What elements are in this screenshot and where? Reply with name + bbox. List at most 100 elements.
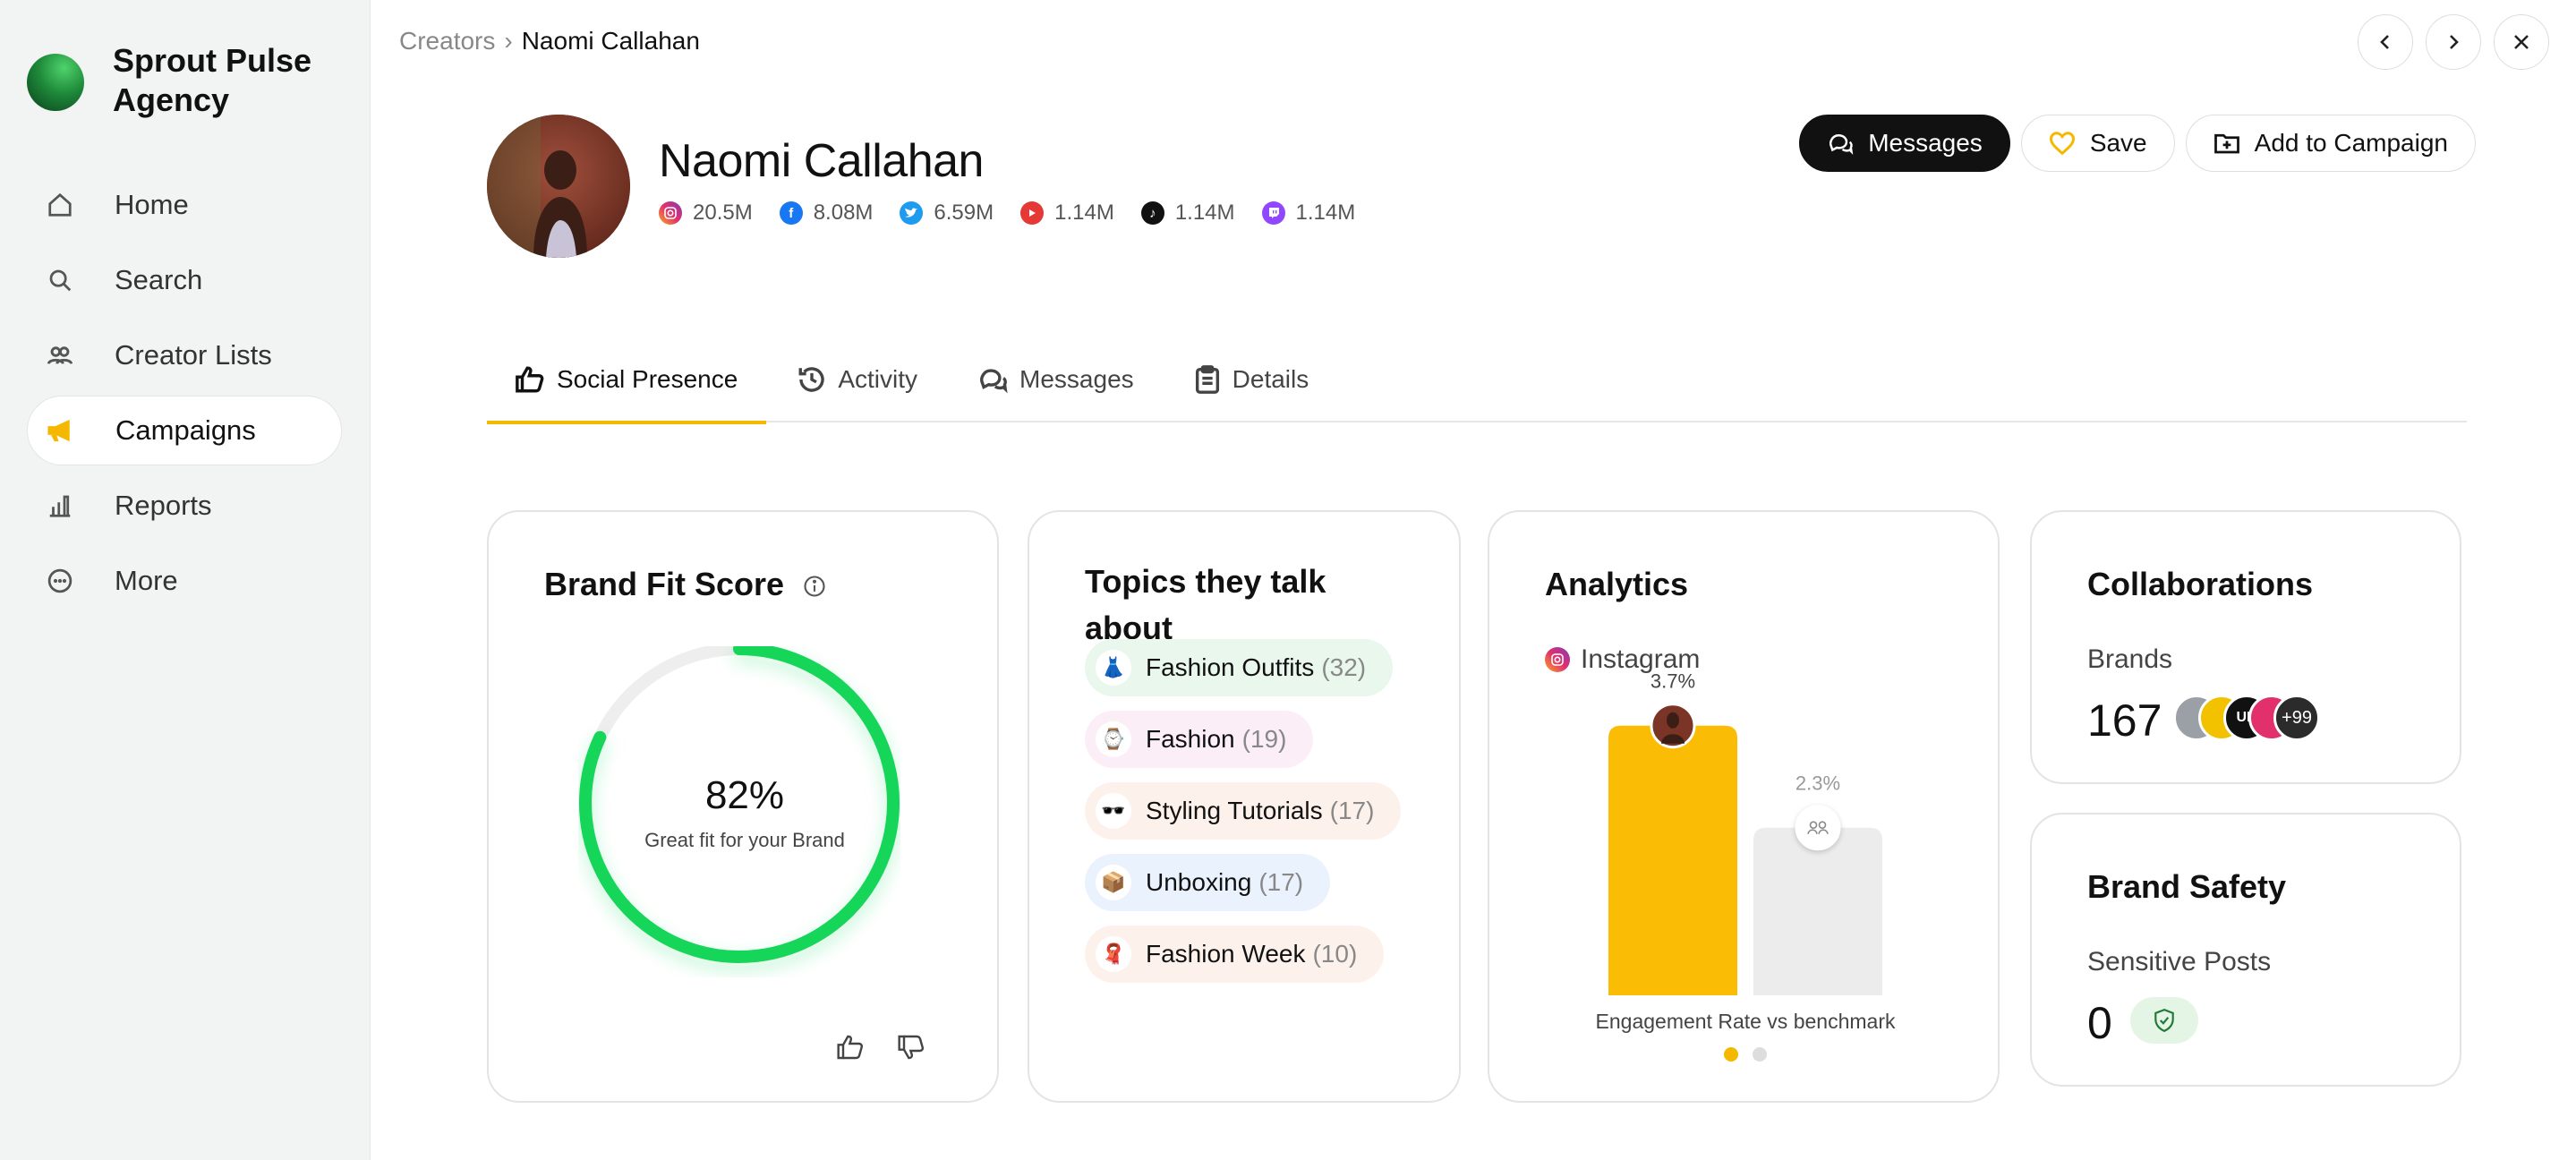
tab-activity[interactable]: Activity bbox=[770, 337, 946, 422]
carousel-dots bbox=[1489, 1047, 2001, 1062]
like-button[interactable] bbox=[836, 1033, 865, 1066]
social-stat-instagram[interactable]: 20.5M bbox=[659, 200, 753, 226]
sidebar-item-more[interactable]: More bbox=[27, 546, 342, 616]
sidebar-item-label: Reports bbox=[115, 490, 212, 521]
social-stat-twitch[interactable]: 1.14M bbox=[1261, 200, 1356, 226]
add-to-campaign-button[interactable]: Add to Campaign bbox=[2185, 115, 2476, 172]
benchmark-marker bbox=[1795, 805, 1841, 851]
search-icon bbox=[45, 265, 75, 295]
topic-chip-styling-tutorials[interactable]: 🕶️ Styling Tutorials (17) bbox=[1085, 782, 1402, 840]
dislike-button[interactable] bbox=[897, 1033, 925, 1066]
analytics-title: Analytics bbox=[1545, 566, 1689, 602]
close-icon bbox=[2514, 35, 2529, 49]
thumbs-up-icon bbox=[837, 1035, 864, 1060]
social-count: 20.5M bbox=[693, 200, 753, 225]
topic-count: (17) bbox=[1258, 868, 1304, 896]
topic-chip-fashion-outfits[interactable]: 👗 Fashion Outfits (32) bbox=[1085, 639, 1394, 696]
home-icon bbox=[45, 190, 75, 220]
topic-label: Unboxing bbox=[1146, 868, 1252, 896]
sensitive-posts-label: Sensitive Posts bbox=[2087, 947, 2272, 977]
social-count: 1.14M bbox=[1054, 200, 1114, 225]
carousel-dot[interactable] bbox=[1753, 1047, 1767, 1062]
previous-button[interactable] bbox=[2358, 14, 2413, 70]
agency-brand[interactable]: Sprout Pulse Agency bbox=[27, 41, 345, 120]
twitter-icon bbox=[900, 201, 924, 225]
sidebar-item-reports[interactable]: Reports bbox=[27, 471, 342, 541]
sidebar: Sprout Pulse Agency Home Search Creator … bbox=[0, 0, 371, 1160]
platform-label: Instagram bbox=[1581, 644, 1701, 674]
brand-fit-card: Brand Fit Score 82% Great fit for your B… bbox=[487, 510, 999, 1103]
topic-label: Fashion Week bbox=[1146, 940, 1306, 968]
social-stats: 20.5M f 8.08M 6.59M 1.14M ♪ 1.14M 1.14M bbox=[659, 200, 1382, 226]
bar-value-label: 2.3% bbox=[1796, 772, 1840, 795]
topic-count: (10) bbox=[1312, 940, 1358, 968]
tab-details[interactable]: Details bbox=[1166, 337, 1338, 422]
creator-photo bbox=[487, 115, 630, 258]
messages-button[interactable]: Messages bbox=[1799, 115, 2010, 172]
social-stat-twitter[interactable]: 6.59M bbox=[900, 200, 994, 226]
next-button[interactable] bbox=[2426, 14, 2481, 70]
brand-fit-subtitle: Great fit for your Brand bbox=[644, 829, 845, 851]
brand-safety-card: Brand Safety Sensitive Posts 0 bbox=[2030, 813, 2461, 1087]
megaphone-icon bbox=[46, 415, 76, 446]
tab-messages[interactable]: Messages bbox=[950, 337, 1163, 422]
engagement-bar-chart: 3.7% 2.3% bbox=[1608, 670, 1882, 995]
tiktok-icon: ♪ bbox=[1140, 201, 1164, 225]
topic-chip-unboxing[interactable]: 📦 Unboxing (17) bbox=[1085, 854, 1331, 911]
profile-tabs: Social Presence Activity Messages Detail… bbox=[487, 337, 2467, 424]
save-button-label: Save bbox=[2089, 129, 2147, 157]
shield-check-icon bbox=[2154, 1008, 2174, 1033]
sidebar-item-campaigns[interactable]: Campaigns bbox=[27, 396, 342, 465]
brand-fit-title: Brand Fit Score bbox=[544, 566, 827, 603]
sidebar-item-home[interactable]: Home bbox=[27, 170, 342, 240]
agency-logo bbox=[27, 54, 84, 111]
brands-count: 167 bbox=[2087, 695, 2162, 746]
sidebar-item-creator-lists[interactable]: Creator Lists bbox=[27, 320, 342, 390]
social-stat-youtube[interactable]: 1.14M bbox=[1020, 200, 1114, 226]
analytics-card: Analytics Instagram 3.7% 2.3% Engagement … bbox=[1488, 510, 2000, 1103]
sidebar-item-search[interactable]: Search bbox=[27, 245, 342, 315]
twitch-icon bbox=[1261, 201, 1285, 225]
topic-chip-fashion-week[interactable]: 🧣 Fashion Week (10) bbox=[1085, 925, 1385, 983]
bar-creator[interactable] bbox=[1608, 725, 1737, 995]
bar-value-label: 3.7% bbox=[1651, 670, 1695, 693]
safe-status-badge bbox=[2130, 997, 2198, 1044]
social-stat-tiktok[interactable]: ♪ 1.14M bbox=[1140, 200, 1235, 226]
platform-selector[interactable]: Instagram bbox=[1545, 644, 1700, 675]
scarf-icon: 🧣 bbox=[1096, 936, 1131, 972]
breadcrumb: Creators › Naomi Callahan bbox=[399, 27, 700, 55]
tab-label: Activity bbox=[838, 365, 918, 393]
sensitive-posts-count: 0 bbox=[2087, 998, 2112, 1048]
social-count: 1.14M bbox=[1174, 200, 1235, 225]
bar-benchmark[interactable] bbox=[1753, 827, 1882, 995]
dress-icon: 👗 bbox=[1096, 650, 1131, 686]
social-count: 8.08M bbox=[813, 200, 874, 225]
topic-chip-fashion[interactable]: ⌚ Fashion (19) bbox=[1085, 711, 1314, 768]
youtube-icon bbox=[1020, 201, 1045, 225]
social-stat-facebook[interactable]: f 8.08M bbox=[779, 200, 874, 226]
social-count: 6.59M bbox=[934, 200, 994, 225]
carousel-dot[interactable] bbox=[1724, 1047, 1738, 1062]
profile-actions: Messages Save Add to Campaign bbox=[1788, 115, 2476, 172]
window-controls bbox=[2345, 14, 2549, 70]
add-to-campaign-label: Add to Campaign bbox=[2254, 129, 2448, 157]
sidebar-item-label: Campaigns bbox=[115, 414, 256, 446]
instagram-icon bbox=[1545, 647, 1570, 672]
chevron-right-icon bbox=[2450, 35, 2459, 49]
history-icon bbox=[798, 367, 825, 392]
facebook-icon: f bbox=[779, 201, 803, 225]
close-button[interactable] bbox=[2494, 14, 2549, 70]
sunglasses-icon: 🕶️ bbox=[1096, 793, 1131, 829]
agency-name: Sprout Pulse Agency bbox=[113, 42, 312, 118]
topic-count: (32) bbox=[1321, 653, 1367, 681]
topics-title: Topics they talk about bbox=[1085, 563, 1326, 646]
tab-social-presence[interactable]: Social Presence bbox=[487, 337, 767, 424]
save-button[interactable]: Save bbox=[2020, 115, 2175, 172]
brand-avatars[interactable]: UB +99 bbox=[2173, 695, 2320, 741]
info-icon[interactable] bbox=[802, 574, 827, 599]
topic-label: Fashion bbox=[1146, 725, 1235, 753]
breadcrumb-parent[interactable]: Creators bbox=[399, 27, 496, 55]
chart-caption: Engagement Rate vs benchmark bbox=[1595, 1010, 1896, 1033]
collaborations-card: Collaborations Brands 167 UB +99 bbox=[2030, 510, 2461, 784]
social-count: 1.14M bbox=[1295, 200, 1356, 225]
